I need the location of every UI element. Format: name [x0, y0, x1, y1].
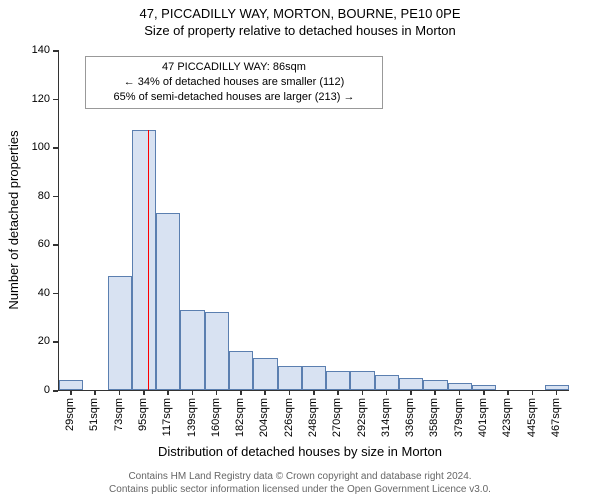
x-tick-label: 182sqm	[234, 398, 246, 437]
histogram-bar	[180, 310, 204, 390]
x-axis-ticks: 29sqm 51sqm 73sqm 95sqm 117sqm 139sqm 160sqm 18…	[58, 390, 568, 450]
x-tick-label: 270sqm	[331, 398, 343, 437]
histogram-bar	[448, 383, 472, 390]
x-tick-mark	[386, 390, 388, 395]
x-tick-mark	[94, 390, 96, 395]
histogram-bar	[375, 375, 399, 390]
histogram-bar	[326, 371, 350, 390]
annotation-line: 47 PICCADILLY WAY: 86sqm	[94, 60, 374, 75]
x-tick-label: 204sqm	[258, 398, 270, 437]
x-axis-label: Distribution of detached houses by size …	[0, 444, 600, 459]
x-tick-label: 292sqm	[356, 398, 368, 437]
histogram-bar	[229, 351, 253, 390]
x-tick-label: 51sqm	[88, 398, 100, 431]
histogram-bar	[399, 378, 423, 390]
histogram-bar	[59, 380, 83, 390]
x-tick-label: 336sqm	[404, 398, 416, 437]
chart-title-sub: Size of property relative to detached ho…	[0, 21, 600, 38]
y-tick-label: 80	[38, 190, 50, 202]
x-tick-mark	[556, 390, 558, 395]
x-tick-label: 73sqm	[113, 398, 125, 431]
x-tick-mark	[119, 390, 121, 395]
x-tick-mark	[167, 390, 169, 395]
annotation-line: 65% of semi-detached houses are larger (…	[94, 90, 374, 105]
x-tick-mark	[459, 390, 461, 395]
histogram-bar	[108, 276, 132, 390]
x-tick-label: 314sqm	[380, 398, 392, 437]
x-tick-mark	[483, 390, 485, 395]
x-tick-label: 401sqm	[477, 398, 489, 437]
histogram-bar	[302, 366, 326, 390]
y-tick-label: 60	[38, 238, 50, 250]
x-tick-mark	[434, 390, 436, 395]
histogram-bar	[132, 130, 156, 390]
x-tick-mark	[216, 390, 218, 395]
x-tick-label: 467sqm	[550, 398, 562, 437]
annotation-box: 47 PICCADILLY WAY: 86sqm← 34% of detache…	[85, 56, 383, 109]
x-tick-mark	[289, 390, 291, 395]
x-tick-label: 226sqm	[283, 398, 295, 437]
x-tick-label: 423sqm	[501, 398, 513, 437]
x-tick-mark	[507, 390, 509, 395]
x-tick-mark	[264, 390, 266, 395]
x-tick-label: 117sqm	[161, 398, 173, 436]
x-tick-mark	[192, 390, 194, 395]
x-tick-mark	[70, 390, 72, 395]
histogram-bar	[278, 366, 302, 390]
annotation-line: ← 34% of detached houses are smaller (11…	[94, 75, 374, 90]
x-tick-label: 139sqm	[186, 398, 198, 437]
x-tick-mark	[337, 390, 339, 395]
x-tick-mark	[143, 390, 145, 395]
y-tick-label: 120	[32, 93, 50, 105]
chart-title-main: 47, PICCADILLY WAY, MORTON, BOURNE, PE10…	[0, 0, 600, 21]
y-tick-label: 20	[38, 335, 50, 347]
x-tick-mark	[362, 390, 364, 395]
x-tick-label: 379sqm	[453, 398, 465, 437]
footer-line-1: Contains HM Land Registry data © Crown c…	[0, 470, 600, 483]
x-tick-mark	[532, 390, 534, 395]
y-tick-label: 140	[32, 44, 50, 56]
footer-attribution: Contains HM Land Registry data © Crown c…	[0, 470, 600, 496]
marker-line	[148, 130, 149, 390]
y-tick-label: 40	[38, 287, 50, 299]
x-tick-label: 95sqm	[137, 398, 149, 431]
x-tick-label: 358sqm	[428, 398, 440, 437]
histogram-bar	[350, 371, 374, 390]
x-tick-label: 160sqm	[210, 398, 222, 437]
x-tick-mark	[313, 390, 315, 395]
y-tick-label: 100	[32, 141, 50, 153]
x-tick-mark	[240, 390, 242, 395]
histogram-bar	[156, 213, 180, 390]
x-tick-label: 29sqm	[64, 398, 76, 431]
y-tick-label: 0	[44, 384, 50, 396]
histogram-bar	[205, 312, 229, 390]
x-tick-mark	[410, 390, 412, 395]
footer-line-2: Contains public sector information licen…	[0, 483, 600, 496]
histogram-bar	[253, 358, 277, 390]
x-tick-label: 248sqm	[307, 398, 319, 437]
y-axis-ticks: 020406080100120140	[0, 50, 58, 390]
histogram-bar	[423, 380, 447, 390]
x-tick-label: 445sqm	[526, 398, 538, 437]
